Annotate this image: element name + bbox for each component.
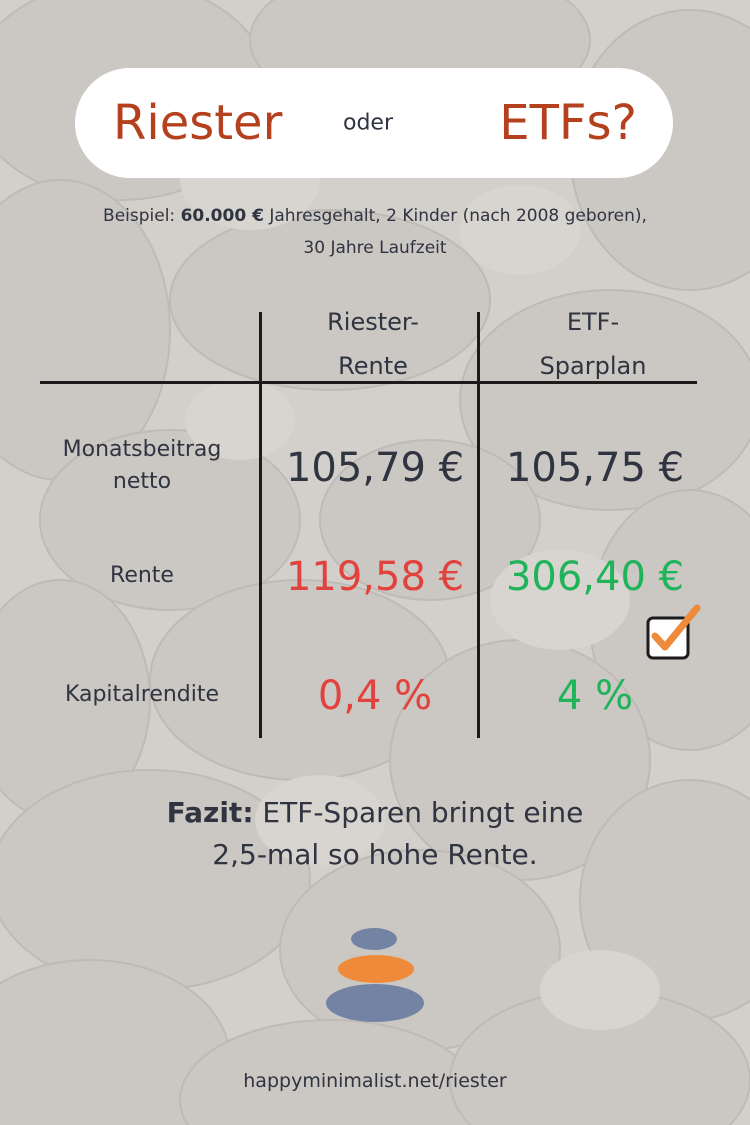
cell-etf-monatsbeitrag: 105,75 € bbox=[505, 445, 685, 491]
column-header-riester: Riester- Rente bbox=[273, 300, 473, 388]
cell-riester-rente: 119,58 € bbox=[285, 554, 465, 600]
column-header-etf: ETF- Sparplan bbox=[493, 300, 693, 388]
column-header-etf-line2: Sparplan bbox=[539, 352, 647, 380]
column-header-riester-line2: Rente bbox=[338, 352, 408, 380]
conclusion-text-line1: ETF-Sparen bringt eine bbox=[253, 796, 584, 829]
title-banner: Riester oder ETFs? bbox=[75, 68, 673, 178]
row-label-monatsbeitrag-line1: Monatsbeitrag bbox=[62, 437, 222, 462]
cell-etf-kapitalrendite: 4 % bbox=[556, 673, 634, 719]
column-header-etf-line1: ETF- bbox=[566, 308, 620, 336]
cell-riester-kapitalrendite: 0,4 % bbox=[317, 673, 433, 719]
checkbox-checked-icon bbox=[646, 604, 701, 660]
table-divider-left bbox=[259, 312, 262, 738]
table-header-divider bbox=[40, 381, 697, 384]
column-header-riester-line1: Riester- bbox=[327, 308, 419, 336]
conclusion-text-line2: 2,5-mal so hohe Rente. bbox=[212, 838, 538, 871]
row-label-monatsbeitrag-line2: netto bbox=[112, 469, 172, 494]
row-label-monatsbeitrag: Monatsbeitrag netto bbox=[36, 434, 248, 498]
stacked-stones-logo bbox=[326, 928, 424, 1022]
cell-riester-monatsbeitrag: 105,79 € bbox=[285, 445, 465, 491]
subtitle-line2: 30 Jahre Laufzeit bbox=[303, 238, 447, 258]
subtitle-prefix: Beispiel: bbox=[103, 206, 181, 226]
subtitle-salary: 60.000 € bbox=[180, 206, 264, 226]
table-divider-right bbox=[477, 312, 480, 738]
title-oder: oder bbox=[343, 110, 394, 136]
title-riester: Riester bbox=[113, 95, 283, 151]
title-etfs: ETFs? bbox=[499, 95, 637, 151]
example-description: Beispiel: 60.000 € Jahresgehalt, 2 Kinde… bbox=[40, 200, 710, 264]
row-label-kapitalrendite: Kapitalrendite bbox=[64, 682, 220, 707]
row-label-rente: Rente bbox=[110, 563, 174, 588]
footer-url: happyminimalist.net/riester bbox=[243, 1070, 507, 1092]
subtitle-rest: Jahresgehalt, 2 Kinder (nach 2008 gebore… bbox=[263, 206, 647, 226]
conclusion-label: Fazit: bbox=[166, 796, 254, 829]
cell-etf-rente: 306,40 € bbox=[505, 554, 685, 600]
conclusion: Fazit: ETF-Sparen bringt eine 2,5-mal so… bbox=[60, 792, 690, 876]
